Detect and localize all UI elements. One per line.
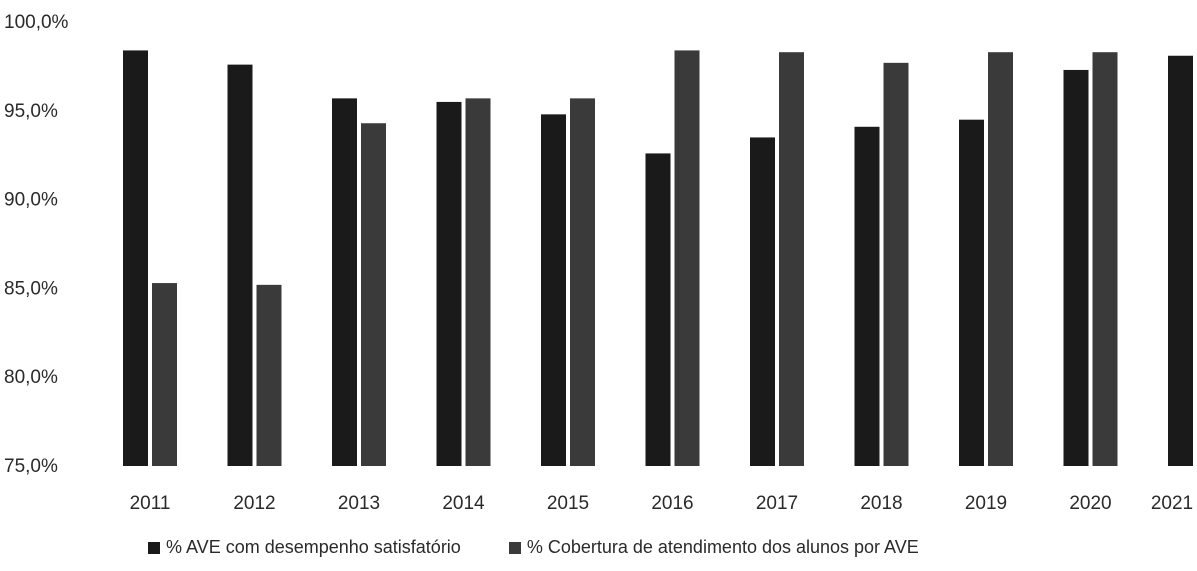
- legend-swatch-desempenho: [148, 541, 160, 554]
- y-tick-label: 95,0%: [4, 101, 58, 122]
- bar-cobertura-2018: [883, 62, 909, 467]
- bar-desempenho-2017: [750, 137, 775, 466]
- x-tick-label: 2011: [130, 493, 171, 514]
- x-tick-label: 2012: [233, 493, 275, 514]
- bar-desempenho-2014: [436, 101, 462, 467]
- x-tick-label: 2016: [651, 493, 693, 514]
- legend: % AVE com desempenho satisfatório % Cobe…: [148, 537, 919, 558]
- x-tick-label: 2019: [965, 493, 1007, 514]
- legend-label-cobertura: % Cobertura de atendimento dos alunos po…: [526, 537, 919, 557]
- bar-cobertura-2014: [465, 98, 491, 467]
- x-tick-label: 2014: [442, 493, 485, 514]
- bar-desempenho-2015: [541, 114, 566, 467]
- x-tick-label: 2021: [1151, 493, 1193, 514]
- bar-cobertura-2012: [256, 284, 282, 466]
- x-tick-label: 2020: [1069, 493, 1111, 514]
- bar-desempenho-2019: [959, 119, 984, 467]
- bar-cobertura-2020: [1092, 52, 1118, 466]
- bar-desempenho-2011: [123, 50, 148, 466]
- bars-group: [123, 50, 1193, 467]
- bar-cobertura-2011: [152, 283, 177, 466]
- bar-cobertura-2013: [361, 123, 386, 467]
- x-tick-label: 2018: [860, 493, 902, 514]
- x-tick-label: 2017: [756, 493, 798, 514]
- bar-cobertura-2016: [674, 50, 700, 466]
- bar-desempenho-2021: [1168, 55, 1193, 467]
- x-tick-label: 2013: [338, 493, 380, 514]
- bar-desempenho-2012: [227, 64, 253, 467]
- legend-item-desempenho: % AVE com desempenho satisfatório: [148, 537, 461, 558]
- y-axis: 75,0% 80,0% 85,0% 90,0% 95,0% 100,0%: [4, 12, 69, 477]
- bar-desempenho-2018: [854, 126, 880, 466]
- bar-cobertura-2019: [988, 52, 1013, 466]
- y-tick-label: 80,0%: [4, 367, 58, 388]
- y-tick-label: 100,0%: [4, 12, 69, 33]
- legend-label-desempenho: % AVE com desempenho satisfatório: [166, 537, 461, 557]
- y-tick-label: 75,0%: [4, 456, 58, 477]
- y-tick-label: 90,0%: [4, 190, 58, 211]
- chart-plot: 75,0% 80,0% 85,0% 90,0% 95,0% 100,0% 2011 2012…: [4, 12, 1194, 514]
- y-tick-label: 85,0%: [4, 278, 58, 299]
- bar-desempenho-2020: [1063, 69, 1089, 467]
- legend-swatch-cobertura: [508, 541, 521, 554]
- bar-desempenho-2013: [332, 98, 357, 467]
- legend-item-cobertura: % Cobertura de atendimento dos alunos po…: [508, 537, 919, 558]
- x-axis: 2011 2012 2013 2014 2015 2016 2017 2018 2019 2020…: [130, 493, 1194, 514]
- bar-cobertura-2017: [779, 52, 804, 466]
- x-tick-label: 2015: [547, 493, 589, 514]
- bar-cobertura-2015: [570, 98, 595, 467]
- bar-desempenho-2016: [645, 153, 671, 466]
